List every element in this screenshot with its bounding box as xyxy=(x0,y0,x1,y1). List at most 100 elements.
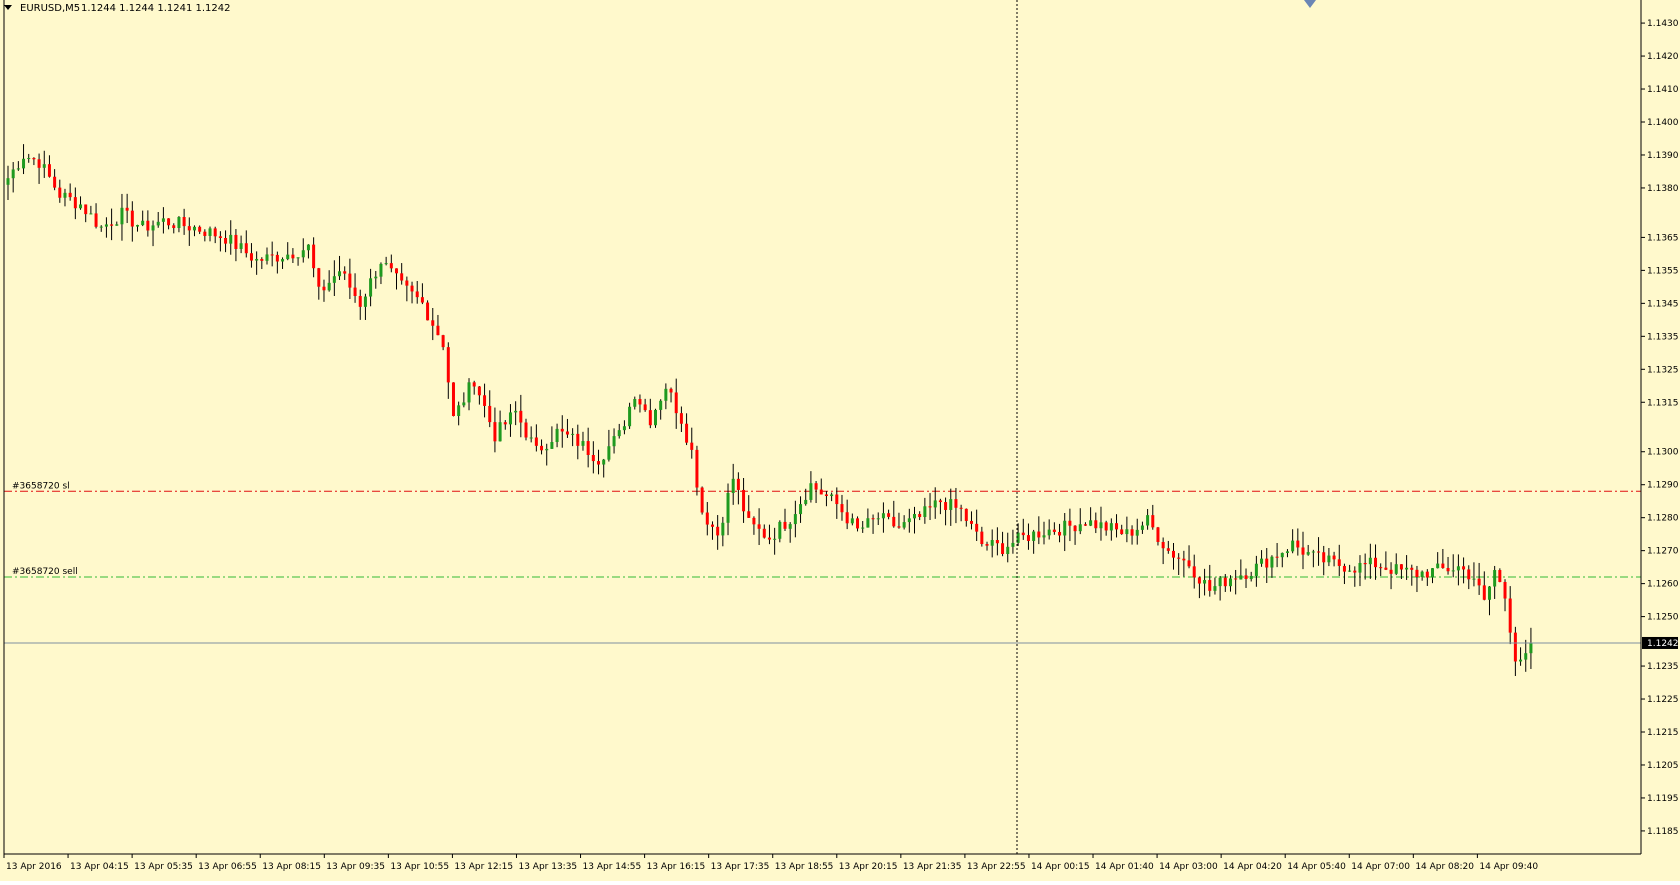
bear-candle-body xyxy=(389,263,393,269)
candle xyxy=(1068,508,1072,542)
time-tick-label: 13 Apr 21:35 xyxy=(903,862,962,872)
bull-candle-body xyxy=(1078,524,1082,532)
price-tick-label: 1.1215 xyxy=(1647,728,1679,738)
bear-candle-body xyxy=(685,423,689,443)
bull-candle-body xyxy=(498,422,502,442)
bear-candle-body xyxy=(426,302,430,321)
ohlc-values: 1.1244 1.1244 1.1241 1.1242 xyxy=(81,3,231,14)
candle xyxy=(757,508,761,546)
bull-candle-body xyxy=(89,213,93,215)
bear-candle-body xyxy=(1342,565,1346,572)
candle xyxy=(63,188,67,207)
candle xyxy=(1431,567,1434,584)
candle xyxy=(508,404,512,437)
bear-candle-body xyxy=(125,207,129,211)
axes: 1.1430 1.1420 1.1410 1.1400 1.1390 1.1380 1.13… xyxy=(3,0,1679,872)
candle xyxy=(42,150,46,178)
bull-candle-body xyxy=(229,234,233,244)
time-tick-label: 13 Apr 08:15 xyxy=(262,862,321,872)
price-tick-label: 1.1315 xyxy=(1647,398,1679,408)
candle xyxy=(249,243,253,268)
bear-candle-body xyxy=(477,386,481,396)
candle xyxy=(861,521,865,533)
bear-candle-body xyxy=(767,537,771,540)
bear-candle-body xyxy=(1337,559,1341,566)
candle xyxy=(1399,564,1403,580)
candle xyxy=(778,520,782,543)
bull-candle-body xyxy=(1529,642,1533,654)
bear-candle-body xyxy=(1001,543,1005,555)
candle xyxy=(1275,542,1279,568)
candle xyxy=(161,207,165,234)
bull-candle-body xyxy=(22,158,26,169)
candle xyxy=(177,216,181,233)
candle xyxy=(643,398,647,412)
bear-candle-body xyxy=(68,192,72,198)
bear-candle-body xyxy=(954,499,958,508)
bear-candle-body xyxy=(472,382,476,387)
bull-candle-body xyxy=(296,257,300,259)
bull-candle-body xyxy=(369,278,373,297)
bull-candle-body xyxy=(654,409,657,426)
candle xyxy=(187,217,191,246)
candle xyxy=(1462,557,1466,584)
bear-candle-body xyxy=(736,478,740,490)
bull-candle-body xyxy=(301,250,305,258)
bull-candle-body xyxy=(726,492,730,523)
bear-candle-body xyxy=(1058,531,1062,536)
shift-marker-icon[interactable] xyxy=(1304,0,1316,8)
time-tick-label: 13 Apr 17:35 xyxy=(711,862,770,872)
bull-candle-body xyxy=(555,428,559,443)
bear-candle-body xyxy=(182,217,186,227)
candle xyxy=(1203,568,1207,596)
candle xyxy=(571,428,575,447)
bull-candle-body xyxy=(788,524,792,529)
price-tick-label: 1.1250 xyxy=(1647,613,1679,623)
bear-candle-body xyxy=(1513,632,1517,662)
bear-candle-body xyxy=(669,388,673,393)
bear-candle-body xyxy=(1441,563,1445,568)
candle xyxy=(949,488,953,526)
candle xyxy=(990,529,994,558)
bull-candle-body xyxy=(151,225,155,231)
candle xyxy=(472,380,476,395)
candle xyxy=(467,378,471,411)
candle xyxy=(1260,550,1264,567)
time-tick-label: 14 Apr 04:20 xyxy=(1223,862,1282,872)
candle xyxy=(907,508,911,533)
chart-menu-triangle-icon[interactable] xyxy=(4,5,12,10)
bear-candle-body xyxy=(84,204,88,215)
candle xyxy=(53,169,57,191)
time-tick-label: 14 Apr 09:40 xyxy=(1479,862,1538,872)
candle xyxy=(1311,549,1315,568)
candle xyxy=(32,157,36,166)
candle xyxy=(705,502,709,536)
candle xyxy=(1472,562,1476,587)
candle xyxy=(1358,555,1362,587)
bear-candle-body xyxy=(218,236,222,238)
bull-candle-body xyxy=(793,514,797,525)
bull-candle-body xyxy=(1218,577,1222,587)
bear-candle-body xyxy=(260,258,264,261)
bear-candle-body xyxy=(1498,570,1502,582)
bear-candle-body xyxy=(291,254,295,259)
bear-candle-body xyxy=(1275,556,1279,558)
bull-candle-body xyxy=(115,224,119,226)
candle xyxy=(47,155,51,178)
bear-candle-body xyxy=(1234,578,1238,580)
bull-candle-body xyxy=(550,442,554,449)
bull-candle-body xyxy=(141,220,145,226)
bear-candle-body xyxy=(1151,515,1155,528)
time-tick-label: 14 Apr 05:40 xyxy=(1287,862,1346,872)
candle xyxy=(1244,568,1248,588)
bull-candle-body xyxy=(907,518,911,523)
candle xyxy=(275,251,279,274)
candle xyxy=(79,196,83,210)
candle xyxy=(1270,555,1274,578)
candle xyxy=(731,463,735,505)
candle xyxy=(379,262,383,285)
bull-candle-body xyxy=(1203,580,1207,584)
candle xyxy=(457,401,461,426)
candle xyxy=(1011,529,1015,554)
